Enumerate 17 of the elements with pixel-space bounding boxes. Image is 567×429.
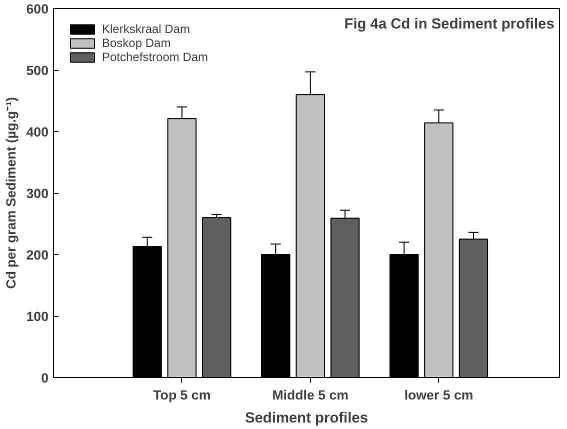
legend-label: Potchefstroom Dam (102, 50, 208, 64)
x-tick-label: lower 5 cm (404, 388, 474, 402)
x-tick-label: Top 5 cm (153, 388, 211, 402)
text: Fig 4a Cd in Sediment profiles (344, 16, 554, 32)
y-tick-label: 300 (26, 186, 49, 201)
y-tick-label: 600 (26, 2, 49, 16)
legend-label: Klerkskraal Dam (102, 22, 190, 36)
x-tick-label: Middle 5 cm (272, 388, 349, 402)
x-axis-title: Sediment profiles (245, 410, 368, 426)
y-tick-label: 400 (26, 124, 49, 140)
y-axis-title: Cd per gram Sediment (µg.g⁻¹) (3, 97, 18, 289)
y-tick-label: 500 (26, 63, 49, 78)
legend-label: Boskop Dam (102, 36, 171, 50)
bar (202, 217, 232, 378)
y-tick-label: 100 (26, 309, 49, 324)
y-tick-label: 200 (26, 248, 49, 262)
y-tick-label: 0 (41, 370, 49, 386)
